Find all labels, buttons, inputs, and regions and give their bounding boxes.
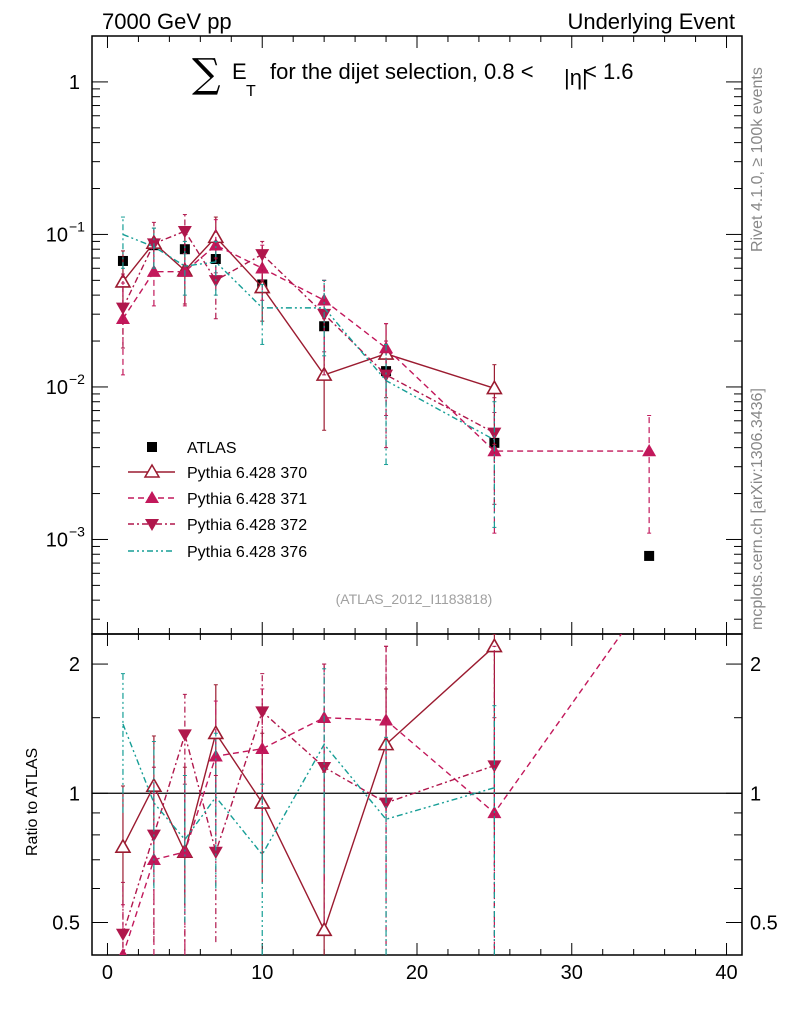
legend-item-p372: Pythia 6.428 372 [128, 517, 307, 534]
legend-label-atlas: ATLAS [187, 440, 237, 457]
main-y-tick-exponent: −2 [69, 371, 85, 387]
ratio-marker-p372 [379, 797, 394, 810]
main-y-tick-label: 10 [46, 377, 68, 399]
title-sum-symbol: ∑ [192, 51, 221, 97]
main-y-tick-label: 10 [46, 224, 68, 246]
main-y-tick-label: 10 [46, 529, 68, 551]
title-text-end: < 1.6 [584, 59, 634, 84]
main-y-tick-exponent: −1 [69, 218, 85, 234]
series-line-p372 [122, 230, 495, 434]
legend-label-p371: Pythia 6.428 371 [187, 491, 307, 508]
ratio-marker-p372 [115, 928, 130, 942]
ratio-y-tick-label: 1 [69, 783, 80, 805]
legend-label-p370: Pythia 6.428 370 [187, 465, 307, 482]
ratio-y-tick-label: 0.5 [52, 912, 80, 934]
plot-title: ∑ E T for the dijet selection, 0.8 < |η|… [192, 51, 634, 100]
marker-p372 [177, 225, 192, 239]
legend-item-p370: Pythia 6.428 370 [128, 463, 307, 482]
ratio-marker-p370 [315, 921, 333, 937]
reference-label: (ATLAS_2012_I1183818) [336, 591, 493, 607]
legend-item-p376: Pythia 6.428 376 [128, 544, 307, 561]
ratio-line-p371 [122, 634, 623, 955]
title-eta: |η| [564, 65, 588, 90]
ratio-marker-p371 [642, 588, 656, 600]
title-text: for the dijet selection, 0.8 < [270, 59, 534, 84]
ratio-marker-p372 [255, 706, 270, 719]
series-p372 [115, 214, 502, 505]
ratio-y-tick-label: 2 [69, 654, 80, 676]
ratio-series-p370 [114, 634, 503, 955]
main-y-axis-ticks: 110−110−210−3 [46, 35, 742, 620]
main-y-tick-exponent: −3 [69, 523, 85, 539]
legend-item-atlas: ATLAS [147, 440, 237, 457]
ratio-marker-p371 [118, 948, 127, 955]
marker-p371 [146, 264, 161, 277]
main-y-tick-label: 1 [69, 72, 80, 94]
ratio-y-tick-label-right: 0.5 [750, 912, 778, 934]
mcplots-label: mcplots.cern.ch [arXiv:1306.3436] [749, 388, 766, 630]
x-tick-label: 10 [251, 962, 273, 984]
legend: ATLAS Pythia 6.428 370 Pythia 6.428 371 … [128, 440, 307, 561]
ratio-y-tick-label-right: 2 [750, 654, 761, 676]
ratio-line-p376 [122, 723, 495, 856]
atlas-point [644, 550, 655, 561]
marker-p370 [486, 379, 503, 395]
marker-p372 [115, 302, 130, 315]
ratio-y-axis-ticks: 0.5 0.5 1 1 2 2 [52, 654, 778, 934]
series-p370 [114, 216, 503, 445]
ratio-y-tick-label-right: 1 [750, 783, 761, 805]
header-left: 7000 GeV pp [102, 9, 232, 34]
ratio-line-p370 [122, 645, 495, 932]
x-tick-label: 0 [102, 962, 113, 984]
ratio-series-p376 [120, 668, 497, 955]
marker-p372 [208, 275, 223, 288]
ratio-marker-p372 [208, 846, 223, 859]
legend-marker-p372 [145, 519, 159, 531]
ratio-marker-p372 [487, 760, 502, 773]
x-axis-ticks: 0 10 20 30 40 [102, 36, 738, 984]
legend-marker-p370 [143, 463, 161, 478]
legend-label-p372: Pythia 6.428 372 [187, 517, 307, 534]
ratio-line-p372 [122, 710, 495, 935]
x-tick-label: 20 [406, 962, 428, 984]
legend-marker-p371 [145, 491, 159, 503]
ratio-ylabel: Ratio to ATLAS [24, 748, 41, 856]
series-line-p376 [122, 233, 495, 441]
series-p376 [120, 216, 497, 528]
series-line-p370 [122, 236, 495, 389]
title-subscript: T [246, 83, 256, 100]
marker-p372 [487, 427, 502, 440]
legend-label-p376: Pythia 6.428 376 [187, 544, 307, 561]
ratio-marker-p370 [486, 637, 503, 653]
x-tick-label: 40 [715, 962, 737, 984]
header-right: Underlying Event [567, 9, 735, 34]
x-tick-label: 30 [561, 962, 583, 984]
legend-item-p371: Pythia 6.428 371 [128, 491, 307, 508]
ratio-marker-p370 [114, 838, 132, 853]
marker-p371 [255, 261, 270, 274]
title-e-symbol: E [232, 59, 247, 84]
ratio-marker-p372 [177, 729, 192, 742]
rivet-label: Rivet 4.1.0, ≥ 100k events [749, 67, 766, 252]
marker-p371 [642, 444, 657, 457]
marker-p372 [379, 369, 394, 382]
ratio-panel-frame [91, 633, 743, 956]
ratio-series-p372 [115, 645, 502, 955]
legend-marker-atlas [147, 442, 157, 452]
marker-p372 [255, 249, 270, 262]
